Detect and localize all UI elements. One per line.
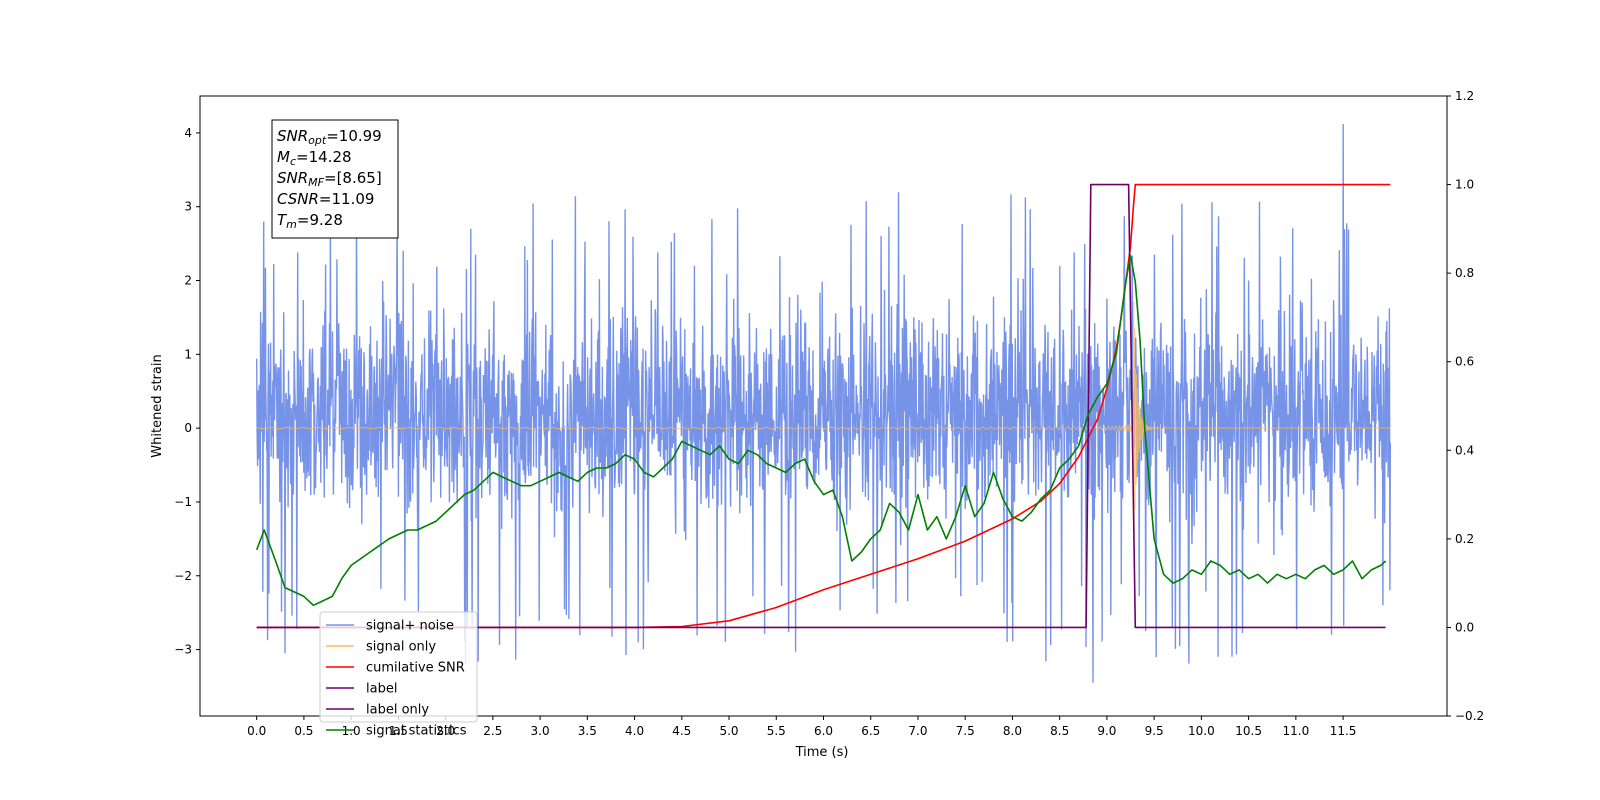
x-tick-label: 3.0	[531, 724, 550, 738]
series-signal-only-line	[256, 301, 1391, 546]
annotation-value: =[8.65]	[324, 169, 382, 187]
legend-label: label only	[366, 703, 429, 718]
annotation-value: =9.28	[297, 211, 343, 229]
right-y-axis-ticks: −0.2 0.0 0.2 0.4 0.6 0.8 1.0 1.2	[1447, 89, 1484, 723]
y-tick-label: −3	[174, 643, 192, 657]
x-tick-label: 11.5	[1330, 724, 1357, 738]
annotation-line: Tm=9.28	[277, 211, 343, 231]
signal-only-layer	[256, 301, 1391, 546]
metrics-annotation-box: SNRopt=10.99Mc=14.28SNRMF=[8.65]CSNR=11.…	[271, 119, 399, 239]
x-tick-label: 9.5	[1145, 724, 1164, 738]
x-tick-label: 9.0	[1097, 724, 1116, 738]
annotation-subscript: c	[290, 155, 296, 168]
x-tick-label: 8.0	[1003, 724, 1022, 738]
right-y-tick-label: 0.2	[1455, 532, 1474, 546]
legend-label: signal only	[366, 640, 436, 655]
right-y-tick-label: 1.0	[1455, 178, 1474, 192]
x-tick-label: 5.0	[719, 724, 738, 738]
x-tick-label: 1.5	[389, 724, 408, 738]
x-tick-label: 2.0	[436, 724, 455, 738]
series-label-line	[256, 183, 1386, 629]
right-y-tick-label: 1.2	[1455, 89, 1474, 103]
y-tick-label: 1	[184, 347, 192, 361]
right-y-tick-label: −0.2	[1455, 709, 1484, 723]
y-tick-label: 2	[184, 274, 192, 288]
y-tick-label: 3	[184, 200, 192, 214]
x-tick-label: 7.5	[956, 724, 975, 738]
x-axis-label: Time (s)	[795, 745, 849, 760]
x-tick-label: 6.5	[861, 724, 880, 738]
y-tick-label: 4	[184, 126, 192, 140]
y-tick-label: −2	[174, 569, 192, 583]
x-tick-label: 4.0	[625, 724, 644, 738]
right-axis-series-layer	[255, 183, 1391, 629]
annotation-value: =14.28	[296, 148, 352, 166]
x-tick-label: 3.5	[578, 724, 597, 738]
x-tick-label: 8.5	[1050, 724, 1069, 738]
annotation-subscript: opt	[308, 134, 327, 147]
right-y-tick-label: 0.8	[1455, 266, 1474, 280]
annotation-symbol: SNR	[277, 127, 308, 145]
right-y-tick-label: 0.4	[1455, 443, 1474, 457]
x-tick-label: 10.0	[1188, 724, 1215, 738]
right-y-tick-label: 0.0	[1455, 620, 1474, 634]
y-axis-label: Whitened strain	[150, 354, 165, 457]
annotation-symbol: CSNR	[277, 190, 319, 208]
annotation-subscript: MF	[308, 176, 324, 189]
legend-label: signal statistics	[366, 724, 467, 739]
x-tick-label: 1.0	[342, 724, 361, 738]
annotation-frame	[271, 119, 399, 239]
x-tick-label: 11.0	[1282, 724, 1309, 738]
y-axis-ticks: −3 −2 −1 0 1 2 3 4	[174, 126, 200, 657]
y-tick-label: −1	[174, 495, 192, 509]
annotation-value: =10.99	[326, 127, 382, 145]
x-tick-label: 10.5	[1235, 724, 1262, 738]
x-tick-label: 0.0	[247, 724, 266, 738]
legend-label: cumilative SNR	[366, 661, 465, 676]
legend: signal+ noise signal only cumilative SNR la…	[319, 611, 478, 739]
x-tick-label: 4.5	[672, 724, 691, 738]
signal-noise-layer	[256, 123, 1391, 683]
series-signal-noise-line	[256, 123, 1391, 683]
x-axis-ticks: 0.0 0.5 1.0 1.5 2.0 2.5 3.0 3.5 4.0 4.5 5.0 5.5 6.0 6…	[247, 716, 1356, 738]
legend-label: label	[366, 682, 397, 697]
annotation-symbol: T	[277, 211, 288, 229]
series-signal-statistics-line	[255, 254, 1387, 607]
legend-frame	[319, 611, 478, 723]
annotation-line: CSNR=11.09	[277, 190, 374, 208]
annotation-line: Mc=14.28	[277, 148, 352, 168]
legend-label: signal+ noise	[366, 619, 454, 634]
annotation-subscript: m	[286, 218, 297, 231]
x-tick-label: 2.5	[483, 724, 502, 738]
annotation-value: =11.09	[319, 190, 375, 208]
x-tick-label: 6.0	[814, 724, 833, 738]
annotation-symbol: SNR	[277, 169, 308, 187]
annotation-line: SNRopt=10.99	[277, 127, 382, 147]
x-tick-label: 0.5	[294, 724, 313, 738]
right-y-tick-label: 0.6	[1455, 355, 1474, 369]
y-tick-label: 0	[184, 421, 192, 435]
x-tick-label: 7.0	[908, 724, 927, 738]
annotation-symbol: M	[277, 148, 290, 166]
annotation-line: SNRMF=[8.65]	[277, 169, 382, 189]
x-tick-label: 5.5	[767, 724, 786, 738]
